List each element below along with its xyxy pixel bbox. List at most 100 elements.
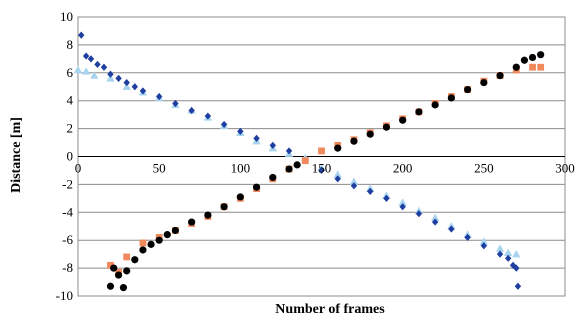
data-point [382, 123, 391, 131]
data-point [106, 282, 115, 290]
data-point [333, 170, 342, 178]
data-point [399, 116, 407, 124]
data-point [367, 187, 374, 195]
data-point [431, 101, 439, 109]
data-point [301, 157, 309, 165]
data-point [155, 92, 163, 101]
x-tick-label: 50 [153, 161, 166, 176]
data-point [252, 183, 261, 191]
y-axis-title: Distance [m] [9, 117, 24, 193]
data-point [448, 225, 455, 233]
data-point [528, 53, 537, 62]
data-point [512, 63, 520, 71]
data-point [529, 63, 536, 71]
data-point [73, 65, 83, 74]
x-tick-label: 250 [474, 161, 494, 176]
data-point [114, 271, 123, 279]
data-point [107, 261, 114, 269]
data-point [512, 249, 521, 258]
data-point [110, 264, 118, 272]
data-point [87, 55, 95, 63]
data-point [285, 147, 293, 155]
data-point [236, 193, 244, 201]
y-tick-label: 2 [67, 121, 74, 136]
data-point [520, 56, 529, 64]
y-tick-label: -2 [62, 176, 73, 191]
data-point [334, 144, 342, 152]
data-point [155, 236, 163, 244]
data-point [90, 71, 99, 79]
data-point [431, 218, 439, 226]
gridlines [78, 16, 565, 297]
data-point [383, 194, 390, 202]
x-tick-label: 200 [393, 161, 413, 176]
y-tick-label: -6 [62, 232, 73, 247]
data-point [188, 218, 196, 226]
data-point [172, 99, 179, 108]
data-point [479, 237, 489, 245]
y-tick-label: 4 [67, 93, 74, 108]
data-point [131, 83, 139, 91]
data-point [139, 246, 147, 254]
data-point [366, 130, 374, 138]
data-point [253, 134, 260, 142]
data-point [398, 198, 407, 206]
data-point [496, 250, 504, 258]
data-point [188, 106, 195, 115]
data-point [131, 256, 139, 264]
data-point [464, 85, 472, 94]
data-point [115, 74, 122, 82]
data-point [464, 233, 471, 242]
data-point [496, 71, 504, 80]
data-point [269, 173, 277, 182]
data-point [293, 161, 301, 169]
data-point [430, 213, 440, 222]
data-point [415, 210, 423, 218]
x-tick-label: 0 [75, 161, 82, 176]
data-point [349, 177, 359, 185]
data-point [514, 282, 522, 290]
data-point [220, 120, 228, 129]
y-tick-label: -8 [62, 260, 73, 275]
data-point [503, 248, 513, 256]
data-point [220, 203, 228, 211]
series-1 [78, 31, 522, 290]
data-point [447, 94, 455, 102]
data-point [350, 182, 358, 190]
x-tick-label: 300 [555, 161, 575, 176]
y-tick-label: -10 [56, 288, 73, 303]
y-tick-label: 10 [60, 9, 73, 24]
data-point [81, 67, 91, 75]
data-point [513, 264, 520, 272]
series-3 [106, 51, 545, 292]
data-point [147, 240, 155, 248]
data-point [399, 203, 406, 211]
data-point [171, 226, 179, 235]
data-point [537, 51, 545, 59]
data-point [334, 175, 341, 183]
data-point [139, 87, 147, 95]
data-point [204, 112, 212, 120]
data-point [504, 254, 512, 262]
y-tick-label: -4 [62, 204, 73, 219]
data-point [318, 147, 325, 155]
data-point [107, 70, 114, 78]
data-point [82, 52, 90, 60]
data-point [94, 60, 101, 69]
data-point [100, 63, 108, 71]
data-point [480, 242, 488, 250]
data-point [318, 166, 325, 175]
data-point [237, 127, 244, 135]
data-point [123, 253, 131, 261]
data-point [123, 78, 130, 87]
data-point [123, 267, 131, 275]
data-point [350, 137, 358, 145]
data-point [106, 74, 115, 82]
data-point [139, 239, 147, 247]
x-axis-title: Number of frames [275, 302, 385, 317]
y-tick-label: 8 [67, 37, 74, 52]
x-tick-label: 100 [231, 161, 251, 176]
data-point [495, 244, 505, 252]
